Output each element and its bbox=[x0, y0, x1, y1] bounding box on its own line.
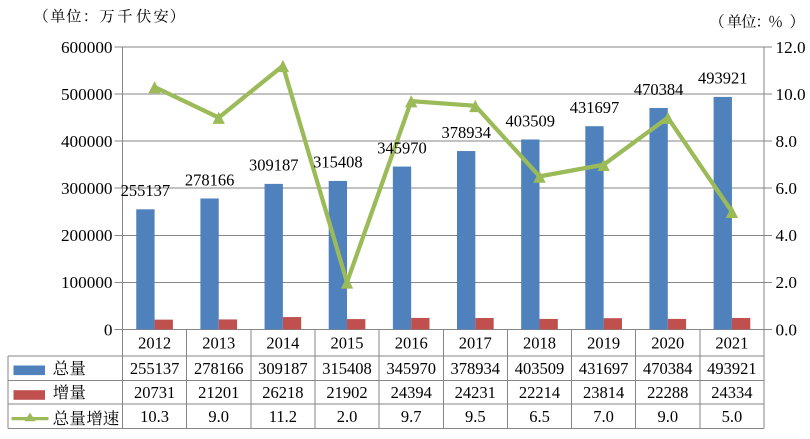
svg-text:2012: 2012 bbox=[138, 333, 171, 352]
svg-text:11.2: 11.2 bbox=[269, 407, 297, 426]
svg-text:2013: 2013 bbox=[202, 333, 235, 352]
svg-text:470384: 470384 bbox=[634, 80, 684, 99]
svg-text:2017: 2017 bbox=[459, 333, 492, 352]
svg-text:23814: 23814 bbox=[583, 383, 624, 402]
svg-text:2.0: 2.0 bbox=[337, 407, 358, 426]
svg-text:345970: 345970 bbox=[386, 359, 436, 378]
svg-text:20731: 20731 bbox=[134, 383, 175, 402]
svg-text:24231: 24231 bbox=[455, 383, 496, 402]
svg-text:378934: 378934 bbox=[451, 359, 501, 378]
svg-text:26218: 26218 bbox=[262, 383, 303, 402]
svg-text:2.0: 2.0 bbox=[776, 273, 797, 292]
svg-text:403509: 403509 bbox=[515, 359, 565, 378]
svg-text:9.0: 9.0 bbox=[208, 407, 229, 426]
svg-text:2021: 2021 bbox=[715, 333, 748, 352]
svg-text:315408: 315408 bbox=[313, 153, 363, 172]
svg-text:255137: 255137 bbox=[130, 359, 180, 378]
svg-text:6.5: 6.5 bbox=[529, 407, 550, 426]
svg-text:10.3: 10.3 bbox=[140, 407, 169, 426]
svg-text:22214: 22214 bbox=[519, 383, 560, 402]
svg-text:24334: 24334 bbox=[711, 383, 752, 402]
svg-text:22288: 22288 bbox=[647, 383, 688, 402]
svg-text:0.0: 0.0 bbox=[776, 320, 797, 339]
svg-text:100000: 100000 bbox=[61, 273, 113, 292]
svg-text:500000: 500000 bbox=[61, 85, 113, 104]
svg-text:6.0: 6.0 bbox=[776, 179, 797, 198]
svg-text:2019: 2019 bbox=[587, 333, 620, 352]
svg-text:493921: 493921 bbox=[698, 69, 748, 88]
svg-text:8.0: 8.0 bbox=[776, 132, 797, 151]
svg-text:403509: 403509 bbox=[506, 111, 556, 130]
svg-text:2018: 2018 bbox=[523, 333, 556, 352]
svg-text:9.0: 9.0 bbox=[657, 407, 678, 426]
svg-text:309187: 309187 bbox=[258, 359, 308, 378]
svg-text:4.0: 4.0 bbox=[776, 226, 797, 245]
svg-text:431697: 431697 bbox=[570, 98, 620, 117]
svg-text:7.0: 7.0 bbox=[593, 407, 614, 426]
svg-text:21902: 21902 bbox=[326, 383, 367, 402]
svg-text:600000: 600000 bbox=[61, 38, 113, 57]
svg-text:470384: 470384 bbox=[643, 359, 693, 378]
svg-text:2014: 2014 bbox=[266, 333, 299, 352]
svg-text:9.5: 9.5 bbox=[465, 407, 486, 426]
svg-text:9.7: 9.7 bbox=[401, 407, 422, 426]
svg-text:5.0: 5.0 bbox=[722, 407, 743, 426]
svg-text:24394: 24394 bbox=[391, 383, 432, 402]
svg-text:345970: 345970 bbox=[377, 138, 427, 157]
svg-text:315408: 315408 bbox=[322, 359, 372, 378]
svg-text:255137: 255137 bbox=[121, 181, 171, 200]
svg-text:278166: 278166 bbox=[194, 359, 244, 378]
svg-text:309187: 309187 bbox=[249, 156, 299, 175]
svg-text:0: 0 bbox=[104, 320, 113, 339]
svg-text:2015: 2015 bbox=[331, 333, 364, 352]
svg-text:21201: 21201 bbox=[198, 383, 239, 402]
svg-text:493921: 493921 bbox=[707, 359, 757, 378]
svg-text:12.0: 12.0 bbox=[776, 38, 806, 57]
svg-text:2020: 2020 bbox=[651, 333, 684, 352]
svg-text:431697: 431697 bbox=[579, 359, 629, 378]
svg-text:400000: 400000 bbox=[61, 132, 113, 151]
svg-text:2016: 2016 bbox=[395, 333, 428, 352]
svg-text:378934: 378934 bbox=[441, 123, 491, 142]
svg-text:300000: 300000 bbox=[61, 179, 113, 198]
svg-text:10.0: 10.0 bbox=[776, 85, 806, 104]
svg-text:278166: 278166 bbox=[185, 170, 235, 189]
svg-text:200000: 200000 bbox=[61, 226, 113, 245]
